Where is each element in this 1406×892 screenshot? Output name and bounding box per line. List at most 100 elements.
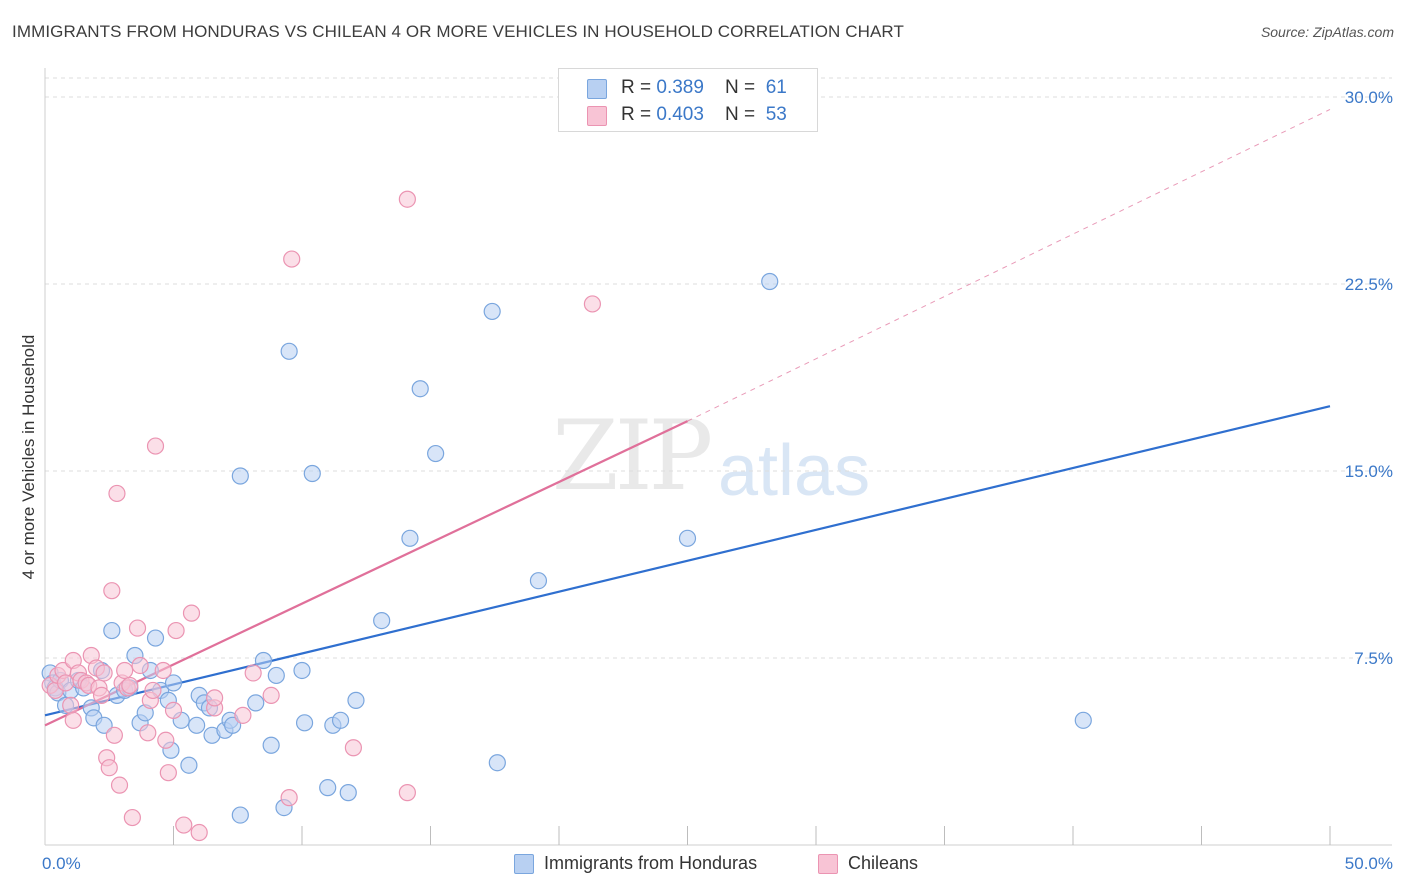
data-point-chileans <box>283 250 301 268</box>
data-point-chileans <box>105 726 123 744</box>
data-point-honduras <box>231 467 249 485</box>
data-point-honduras <box>280 342 298 360</box>
legend-r-label: R = <box>621 104 657 125</box>
data-point-honduras <box>293 661 311 680</box>
data-point-honduras <box>678 529 697 547</box>
legend-n-label: N = <box>725 77 761 98</box>
legend-swatch-blue <box>587 79 607 99</box>
chart-title: IMMIGRANTS FROM HONDURAS VS CHILEAN 4 OR… <box>12 22 904 41</box>
data-point-honduras <box>188 716 206 734</box>
y-tick-label: 22.5% <box>1345 275 1393 294</box>
data-point-chileans <box>146 437 165 455</box>
data-point-chileans <box>121 676 139 695</box>
data-point-honduras <box>483 302 501 321</box>
data-point-honduras <box>180 756 198 774</box>
data-point-chileans <box>206 689 224 707</box>
data-point-honduras <box>411 380 429 398</box>
correlation-legend: R = 0.389 N = 61 R = 0.403 N = 53 <box>558 68 818 132</box>
data-point-honduras <box>103 621 121 640</box>
x-tick-label-min: 0.0% <box>42 854 81 873</box>
source-label: Source: ZipAtlas.com <box>1260 24 1394 40</box>
y-tick-label: 30.0% <box>1345 88 1393 107</box>
data-point-chileans <box>139 724 157 742</box>
data-point-chileans <box>154 661 172 680</box>
data-point-honduras <box>95 716 113 734</box>
data-point-chileans <box>175 816 193 834</box>
data-point-chileans <box>182 604 201 622</box>
legend-n-value: 61 <box>765 77 787 98</box>
data-point-chileans <box>144 681 162 700</box>
data-point-honduras <box>231 806 249 824</box>
data-point-honduras <box>267 666 285 685</box>
data-point-chileans <box>62 696 80 714</box>
legend-n-value: 53 <box>765 104 787 125</box>
series-swatch-blue <box>514 854 534 874</box>
data-point-chileans <box>123 808 141 827</box>
series-label-honduras: Immigrants from Honduras <box>544 853 758 873</box>
data-point-honduras <box>164 674 183 692</box>
data-point-chileans <box>92 686 111 705</box>
data-point-honduras <box>347 691 365 709</box>
data-point-chileans <box>131 656 149 675</box>
data-point-honduras <box>1074 711 1092 729</box>
data-point-chileans <box>167 621 185 640</box>
data-point-honduras <box>339 784 357 802</box>
data-point-honduras <box>488 754 506 772</box>
data-point-chileans <box>244 664 262 682</box>
axes <box>44 68 1392 846</box>
legend-n-label: N = <box>725 104 761 125</box>
data-point-chileans <box>398 784 416 802</box>
data-point-chileans <box>398 190 416 208</box>
data-point-honduras <box>761 272 779 291</box>
trend-line-chileans <box>44 420 688 727</box>
data-point-chileans <box>262 686 280 705</box>
data-point-honduras <box>254 651 273 670</box>
data-point-honduras <box>303 464 321 483</box>
data-point-honduras <box>319 779 337 797</box>
tick-labels: 7.5% 15.0% 22.5% 30.0% 0.0% 50.0% <box>42 88 1393 873</box>
data-point-honduras <box>262 736 280 754</box>
data-point-chileans <box>164 701 183 719</box>
data-point-honduras <box>146 629 165 647</box>
data-point-honduras <box>529 572 548 590</box>
series-legend: Immigrants from Honduras Chileans <box>0 852 1406 878</box>
data-point-chileans <box>108 484 126 503</box>
data-point-chileans <box>100 759 118 777</box>
y-axis-label: 4 or more Vehicles in Household <box>19 335 38 580</box>
watermark-zip: ZIP <box>552 400 713 512</box>
data-point-chileans <box>280 789 298 807</box>
trend-lines <box>44 109 1331 727</box>
legend-r-label: R = <box>621 77 657 98</box>
data-point-honduras <box>295 714 314 732</box>
data-point-honduras <box>373 611 391 630</box>
trend-line-honduras <box>44 405 1331 717</box>
trend-line-extension-chileans <box>687 109 1331 422</box>
legend-swatch-pink <box>587 106 607 126</box>
series-swatch-pink <box>818 854 838 874</box>
data-point-honduras <box>427 444 445 463</box>
y-tick-label: 15.0% <box>1345 462 1393 481</box>
data-point-honduras <box>224 716 242 734</box>
data-point-chileans <box>159 764 177 782</box>
grid-lines <box>45 77 1392 659</box>
data-point-chileans <box>583 295 602 313</box>
legend-r-value: 0.403 <box>656 104 704 125</box>
x-tick-label-max: 50.0% <box>1345 854 1393 873</box>
data-point-chileans <box>157 731 175 749</box>
series-label-chileans: Chileans <box>848 853 919 873</box>
data-point-chileans <box>64 711 82 729</box>
data-point-chileans <box>103 582 121 600</box>
data-point-chileans <box>128 619 147 637</box>
y-tick-label: 7.5% <box>1354 649 1393 668</box>
data-point-honduras <box>401 529 419 547</box>
data-point-chileans <box>234 706 252 724</box>
data-point-honduras <box>331 711 350 729</box>
data-point-chileans <box>110 776 129 794</box>
data-point-chileans <box>344 739 362 757</box>
data-point-chileans <box>190 823 208 842</box>
data-points <box>41 190 1092 842</box>
data-point-chileans <box>116 661 134 680</box>
legend-r-value: 0.389 <box>656 77 704 98</box>
data-point-honduras <box>247 694 265 712</box>
